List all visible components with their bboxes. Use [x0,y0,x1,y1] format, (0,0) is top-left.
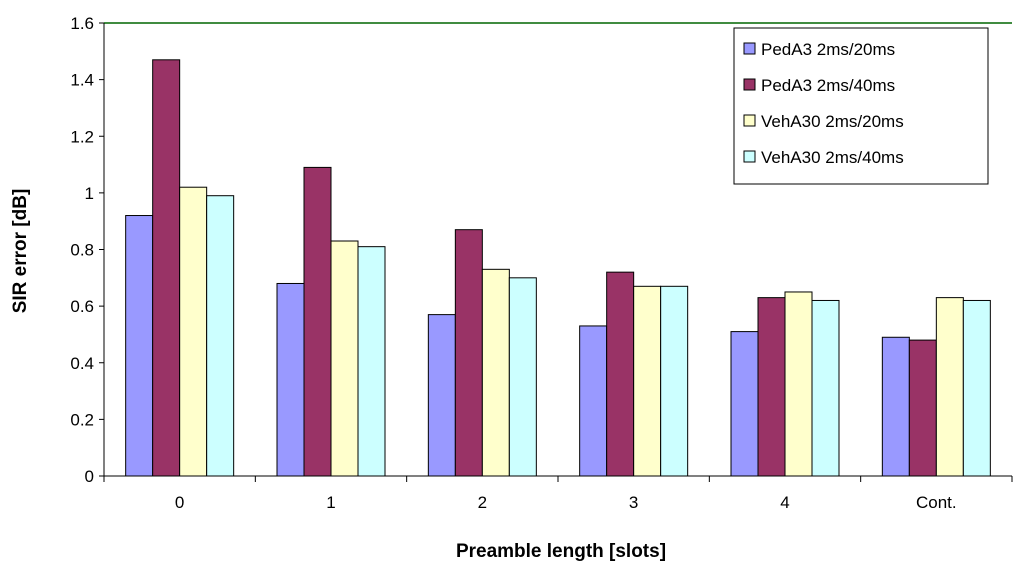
bar [454,229,483,477]
bar [935,297,964,477]
x-tick-label: 2 [478,493,487,512]
legend-label: VehA30 2ms/20ms [761,112,904,131]
legend-swatch [743,150,756,163]
bar [508,277,537,477]
y-tick-label: 1.4 [70,71,94,90]
bar [276,282,305,477]
bar [606,271,635,477]
legend-label: VehA30 2ms/40ms [761,148,904,167]
legend-label: PedA3 2ms/20ms [761,40,895,59]
x-axis-title: Preamble length [slots] [456,541,666,562]
bar [152,59,181,477]
bar [881,336,910,477]
x-tick-label: 0 [175,493,184,512]
y-axis: 0 0.2 0.4 0.6 0.8 1 1.2 1.4 1.6 [70,14,105,486]
y-tick-label: 0.6 [70,297,94,316]
bar [481,268,510,477]
y-tick-label: 1.6 [70,14,94,33]
x-tick-label: 1 [326,493,335,512]
y-tick-label: 0.2 [70,410,94,429]
y-tick-label: 0.4 [70,354,94,373]
legend-label: PedA3 2ms/40ms [761,76,895,95]
legend-box [733,27,989,185]
bar [125,215,154,477]
bar [303,166,332,477]
bar [660,285,689,477]
bar [330,240,359,477]
x-tick-label: Cont. [916,493,957,512]
bars [125,59,991,477]
bar [757,297,786,477]
y-tick-label: 0 [85,467,94,486]
bar [427,314,456,477]
bar [908,339,937,477]
legend-swatch [743,78,756,91]
legend-swatch [743,42,756,55]
bar [206,195,235,477]
legend-swatch [743,114,756,127]
bar [357,246,386,477]
legend: PedA3 2ms/20ms PedA3 2ms/40ms VehA30 2ms/2… [733,27,989,185]
y-tick-label: 1.2 [70,127,94,146]
y-tick-label: 0.8 [70,241,94,260]
bar [633,285,662,477]
bar [784,291,813,477]
x-tick-label: 3 [629,493,638,512]
bar [962,299,991,477]
bar [179,186,208,477]
x-tick-label: 4 [780,493,789,512]
bar [811,299,840,477]
bar [579,325,608,477]
x-axis: 0 1 2 3 4 Cont. [103,475,1013,512]
bar [730,331,759,477]
y-axis-title: SIR error [dB] [10,189,31,314]
y-tick-label: 1 [85,184,94,203]
